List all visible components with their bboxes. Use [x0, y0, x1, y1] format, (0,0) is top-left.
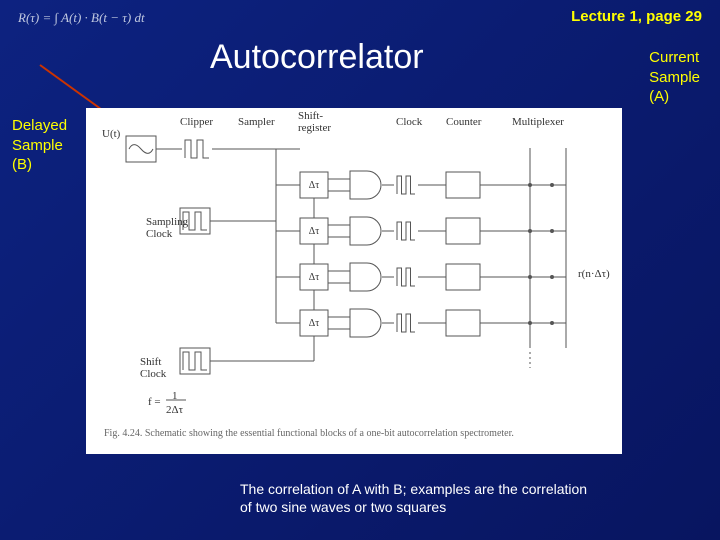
- diagram-label: Counter: [446, 116, 481, 128]
- diagram-figure-caption: Fig. 4.24. Schematic showing the essenti…: [104, 428, 604, 439]
- diagram-label: f =: [148, 396, 161, 408]
- autocorrelator-block-diagram: Δτ Δτ Δτ Δτ U(t) Clipper Sampler Shift- regist…: [86, 108, 622, 454]
- slide-caption: The correlation of A with B; examples ar…: [240, 480, 600, 516]
- label-delayed-sample: Delayed Sample (B): [12, 116, 67, 175]
- diagram-label: U(t): [102, 128, 120, 140]
- diagram-label: Clock: [396, 116, 422, 128]
- diagram-label: r(n·Δτ): [578, 268, 610, 280]
- svg-text:Δτ: Δτ: [309, 318, 319, 329]
- diagram-label: Sampling Clock: [146, 216, 188, 240]
- label-current-sample: Current Sample (A): [649, 48, 700, 107]
- diagram-label: 1: [172, 390, 178, 402]
- slide-number: Lecture 1, page 29: [571, 8, 702, 25]
- svg-text:Δτ: Δτ: [309, 272, 319, 283]
- slide-title: Autocorrelator: [210, 38, 424, 77]
- diagram-label: Clipper: [180, 116, 213, 128]
- svg-text:Δτ: Δτ: [309, 180, 319, 191]
- diagram-label: Shift- register: [298, 110, 331, 134]
- correlation-formula: R(τ) = ∫ A(t) · B(t − τ) dt: [18, 10, 145, 26]
- diagram-label: Multiplexer: [512, 116, 564, 128]
- diagram-label: Sampler: [238, 116, 275, 128]
- diagram-label: 2Δτ: [166, 404, 183, 416]
- diagram-label: Shift Clock: [140, 356, 166, 380]
- svg-text:Δτ: Δτ: [309, 226, 319, 237]
